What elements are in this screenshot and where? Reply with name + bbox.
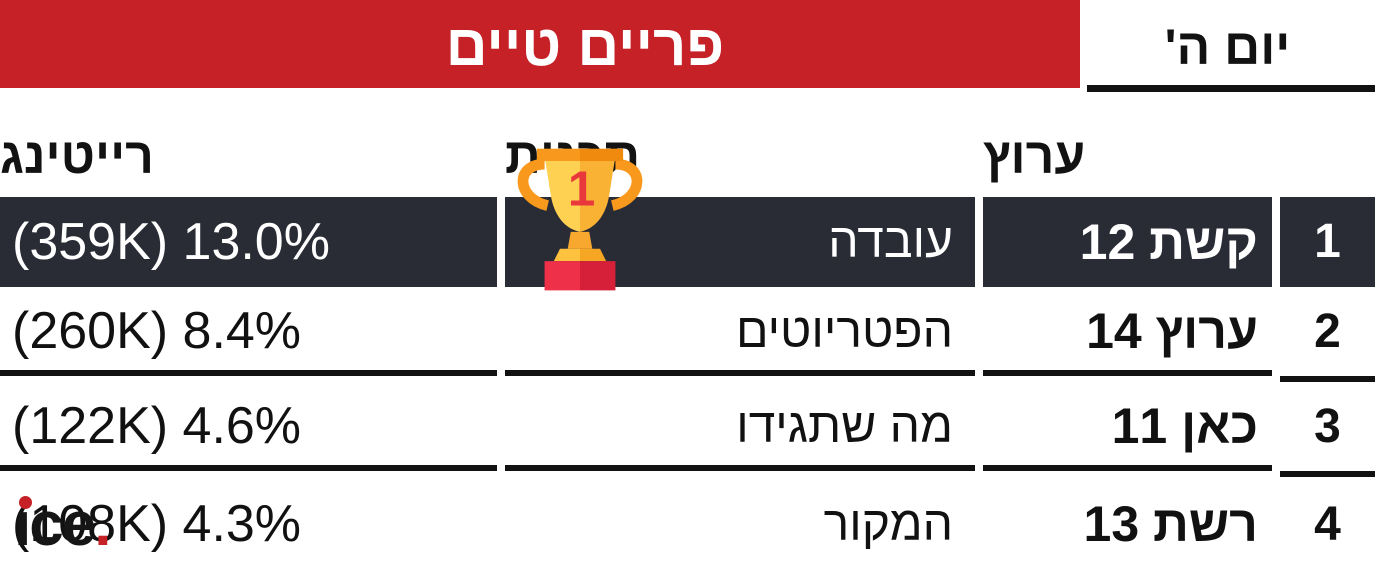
channel-name: כאן 11 [1111, 398, 1258, 454]
rank-number: 1 [1314, 215, 1341, 268]
rating-cell: (359K) 13.0% [0, 197, 497, 287]
rank-cell: 2 [1280, 287, 1375, 382]
banner-background [0, 0, 1080, 88]
rating-value: (260K) 8.4% [12, 302, 302, 360]
program-name: המקור [823, 498, 953, 551]
banner-title: פריים טיים [445, 13, 725, 78]
logo-red-i-dot [19, 496, 32, 509]
channel-column-header: ערוץ [983, 128, 1086, 184]
rating-cell: (108K) 4.3% [0, 477, 497, 572]
program-cell: הפטריוטים [505, 287, 975, 376]
logo-ce: ce [29, 490, 96, 559]
rating-value: (108K) 4.3% [12, 495, 302, 553]
rating-cell: (122K) 4.6% [0, 382, 497, 471]
channel-cell: כאן 11 [983, 382, 1272, 471]
program-name: מה שתגידו [736, 400, 953, 453]
channel-name: ערוץ 14 [1086, 303, 1258, 359]
rank-cell: 4 [1280, 477, 1375, 572]
ice-brand-logo: ıce. [14, 490, 111, 560]
rank-cell: 3 [1280, 382, 1375, 477]
rank-number: 2 [1314, 305, 1341, 358]
channel-cell: רשת 13 [983, 477, 1272, 572]
program-name: הפטריוטים [735, 305, 953, 358]
channel-name: קשת 12 [1079, 214, 1258, 270]
program-cell: המקור [505, 477, 975, 572]
trophy-right-handle [610, 158, 643, 211]
rating-column-header: רייטינג [0, 128, 154, 184]
rating-value: (359K) 13.0% [12, 213, 330, 271]
trophy-left-handle [517, 158, 550, 211]
day-underline [1087, 85, 1375, 92]
logo-red-period: . [94, 490, 111, 559]
program-cell: מה שתגידו [505, 382, 975, 471]
channel-name: רשת 13 [1083, 496, 1258, 552]
rating-value: (122K) 4.6% [12, 397, 302, 455]
channel-cell: ערוץ 14 [983, 287, 1272, 376]
program-name: עובדה [828, 215, 953, 268]
rating-cell: (260K) 8.4% [0, 287, 497, 376]
channel-cell: קשת 12 [983, 197, 1272, 287]
rank-number: 3 [1314, 400, 1341, 453]
rank-cell: 1 [1280, 197, 1375, 287]
day-label: יום ה' [1164, 19, 1291, 75]
rank-number: 4 [1314, 498, 1341, 551]
trophy-first-place-icon: 1 [517, 148, 643, 291]
trophy-number: 1 [568, 162, 595, 217]
